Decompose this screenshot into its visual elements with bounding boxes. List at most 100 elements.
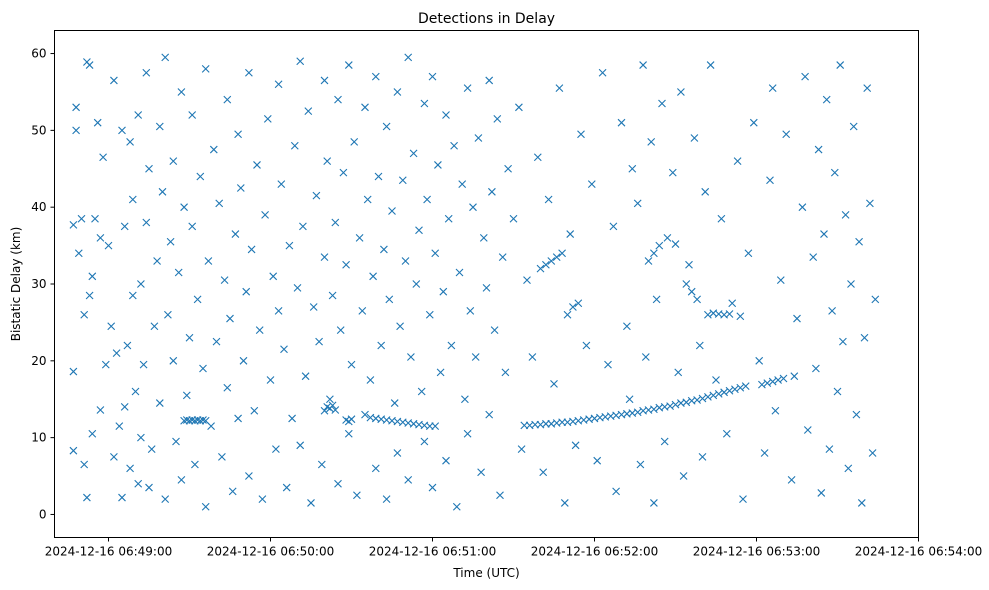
detection-marker	[628, 164, 637, 173]
detection-marker	[409, 149, 418, 158]
detection-marker	[150, 322, 159, 331]
detection-marker	[490, 326, 499, 334]
detection-marker	[253, 161, 261, 169]
detection-marker	[296, 441, 305, 450]
detection-marker	[285, 241, 294, 250]
detection-marker	[439, 287, 448, 296]
detection-marker	[714, 389, 723, 398]
detection-marker	[644, 257, 653, 265]
detection-marker	[717, 214, 726, 223]
detection-marker	[339, 168, 348, 177]
x-tick-label: 2024-12-16 06:54:00	[855, 545, 982, 559]
detection-marker	[625, 395, 634, 404]
detection-marker	[868, 449, 877, 457]
detection-marker	[771, 406, 780, 415]
detection-marker	[328, 401, 337, 410]
detection-marker	[277, 180, 286, 189]
detection-marker	[544, 195, 553, 204]
detection-marker	[571, 441, 580, 450]
detection-marker	[639, 61, 647, 69]
detection-marker	[358, 306, 367, 315]
detection-marker	[290, 141, 299, 150]
detection-marker	[420, 437, 429, 446]
detection-marker	[479, 234, 488, 242]
detection-marker	[228, 487, 237, 496]
detection-marker	[182, 391, 191, 400]
detection-marker	[547, 257, 556, 265]
detection-marker	[776, 276, 785, 285]
y-tick-label: 20	[31, 354, 46, 368]
detection-marker	[263, 114, 272, 123]
detection-marker	[110, 452, 118, 461]
detection-marker	[255, 326, 264, 334]
detection-marker	[650, 249, 658, 258]
detection-marker	[523, 276, 531, 285]
detection-marker	[134, 111, 143, 119]
detection-marker	[258, 495, 267, 503]
detection-marker	[533, 153, 542, 162]
detection-marker	[320, 253, 329, 262]
detection-marker	[698, 394, 707, 403]
detection-marker	[69, 220, 78, 229]
detection-marker	[836, 61, 845, 69]
detection-marker	[587, 180, 596, 189]
detection-marker	[650, 499, 658, 507]
detection-marker	[371, 464, 380, 473]
detection-marker	[336, 326, 345, 334]
detection-marker	[461, 395, 469, 404]
detection-marker	[425, 310, 434, 319]
detection-marker	[304, 107, 313, 116]
detection-marker	[201, 65, 210, 73]
detection-marker	[128, 195, 137, 204]
detection-marker	[485, 410, 494, 419]
detection-marker	[633, 408, 642, 417]
detection-marker	[404, 475, 413, 484]
detection-marker	[126, 464, 134, 473]
detection-marker	[344, 61, 353, 69]
detection-marker	[822, 95, 831, 104]
detection-marker	[123, 341, 132, 350]
detection-marker	[685, 260, 693, 269]
detection-marker	[261, 210, 269, 219]
detection-marker	[269, 272, 278, 281]
detection-marker	[828, 306, 836, 315]
detection-marker	[320, 406, 329, 415]
detection-marker	[344, 429, 353, 438]
detection-marker	[704, 310, 712, 319]
detection-marker	[763, 379, 772, 387]
detection-marker	[668, 168, 677, 177]
detection-marker	[301, 372, 310, 381]
detection-marker	[558, 249, 566, 258]
detection-marker	[666, 402, 674, 411]
detection-marker	[366, 376, 375, 384]
detection-marker	[274, 80, 283, 89]
detection-marker	[69, 367, 78, 376]
detection-marker	[307, 499, 315, 507]
detection-marker	[96, 234, 105, 242]
detection-marker	[871, 295, 880, 304]
detection-marker	[396, 322, 404, 331]
detection-marker	[701, 187, 710, 196]
detection-marker	[582, 341, 591, 350]
detection-marker	[852, 410, 861, 419]
detection-marker	[390, 399, 399, 407]
detection-marker	[517, 445, 526, 454]
detection-marker	[725, 310, 734, 318]
detection-marker	[236, 184, 245, 192]
detection-marker	[164, 310, 172, 319]
detection-marker	[72, 103, 80, 112]
detection-marker	[706, 61, 715, 69]
detection-marker	[77, 214, 86, 223]
detection-marker	[428, 72, 437, 81]
detection-marker	[431, 249, 440, 258]
detection-marker	[196, 172, 205, 181]
detection-marker	[334, 479, 342, 488]
detection-marker	[844, 464, 853, 473]
detection-marker	[155, 399, 164, 407]
detection-marker	[296, 57, 305, 66]
detection-marker	[299, 222, 307, 231]
detection-marker	[320, 76, 329, 85]
detection-marker	[158, 187, 167, 196]
detection-marker	[560, 499, 569, 507]
detection-marker	[793, 314, 801, 323]
